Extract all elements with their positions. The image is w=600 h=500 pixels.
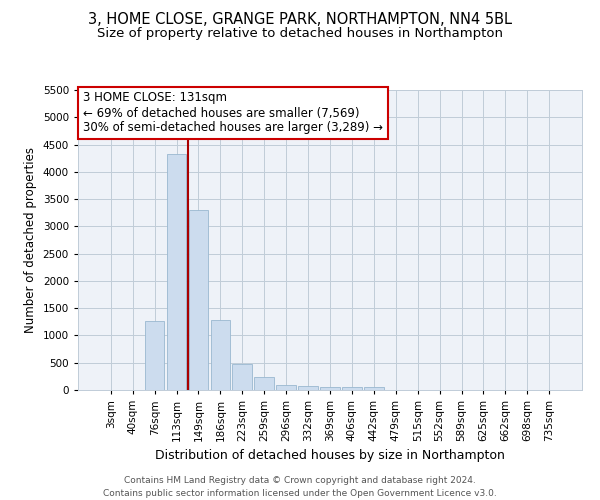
Text: Size of property relative to detached houses in Northampton: Size of property relative to detached ho…: [97, 28, 503, 40]
Bar: [298, 386, 318, 390]
Bar: [342, 388, 362, 390]
Bar: [320, 388, 340, 390]
Bar: [211, 320, 230, 390]
Bar: [188, 210, 208, 390]
Bar: [254, 378, 274, 390]
Text: Contains HM Land Registry data © Crown copyright and database right 2024.
Contai: Contains HM Land Registry data © Crown c…: [103, 476, 497, 498]
Y-axis label: Number of detached properties: Number of detached properties: [24, 147, 37, 333]
X-axis label: Distribution of detached houses by size in Northampton: Distribution of detached houses by size …: [155, 450, 505, 462]
Bar: [364, 388, 384, 390]
Bar: [167, 154, 187, 390]
Text: 3 HOME CLOSE: 131sqm
← 69% of detached houses are smaller (7,569)
30% of semi-de: 3 HOME CLOSE: 131sqm ← 69% of detached h…: [83, 92, 383, 134]
Bar: [232, 364, 252, 390]
Text: 3, HOME CLOSE, GRANGE PARK, NORTHAMPTON, NN4 5BL: 3, HOME CLOSE, GRANGE PARK, NORTHAMPTON,…: [88, 12, 512, 28]
Bar: [145, 322, 164, 390]
Bar: [276, 385, 296, 390]
